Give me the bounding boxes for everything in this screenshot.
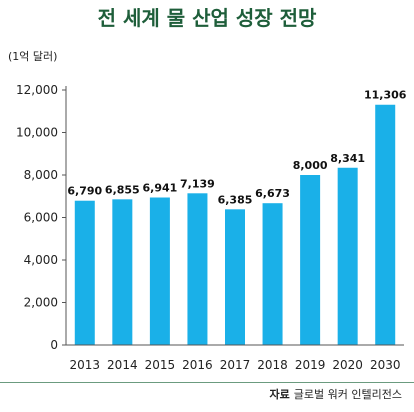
bar [337, 167, 358, 345]
unit-label: (1억 달러) [8, 50, 58, 63]
data-label: 6,855 [105, 183, 140, 196]
data-label: 8,341 [330, 152, 365, 165]
x-tick-label: 2013 [70, 358, 101, 372]
x-tick-label: 2020 [332, 358, 363, 372]
data-label: 11,306 [364, 89, 407, 102]
x-tick-label: 2017 [220, 358, 251, 372]
data-label: 8,000 [293, 159, 328, 172]
source-text: 글로벌 워커 인텔리전스 [293, 388, 402, 401]
bar [149, 197, 170, 345]
data-label: 7,139 [180, 177, 215, 190]
y-tick-label: 0 [50, 338, 58, 352]
source-note: 자료 글로벌 워커 인텔리전스 [270, 386, 402, 402]
data-label: 6,385 [218, 193, 253, 206]
bar [262, 203, 283, 345]
y-axis: 0 2,000 4,000 6,000 8,000 10,000 12,000 [16, 83, 67, 352]
y-tick-label: 12,000 [16, 83, 58, 97]
data-label: 6,790 [67, 185, 102, 198]
bar [187, 193, 208, 345]
bar [300, 175, 321, 345]
bar [375, 104, 396, 345]
x-axis: 2013 2014 2015 2016 2017 2018 2019 2020 2030 [66, 344, 404, 372]
x-tick-label: 2015 [145, 358, 176, 372]
bars [74, 104, 396, 345]
footer-divider [0, 382, 414, 383]
x-tick-label: 2016 [182, 358, 213, 372]
y-tick-label: 10,000 [16, 126, 58, 140]
x-tick-label: 2014 [107, 358, 138, 372]
x-tick-label: 2018 [257, 358, 288, 372]
source-key: 자료 [269, 388, 290, 401]
x-tick-label: 2030 [370, 358, 401, 372]
x-tick-label: 2019 [295, 358, 326, 372]
bar [112, 199, 133, 345]
bar [225, 209, 245, 345]
y-tick-label: 4,000 [24, 253, 58, 267]
bar [74, 200, 95, 345]
y-tick-label: 2,000 [24, 296, 58, 310]
chart-title: 전 세계 물 산업 성장 전망 [97, 6, 317, 30]
data-label: 6,941 [142, 182, 177, 195]
y-tick-label: 6,000 [24, 211, 58, 225]
data-label: 6,673 [255, 187, 290, 200]
y-tick-label: 8,000 [24, 168, 58, 182]
